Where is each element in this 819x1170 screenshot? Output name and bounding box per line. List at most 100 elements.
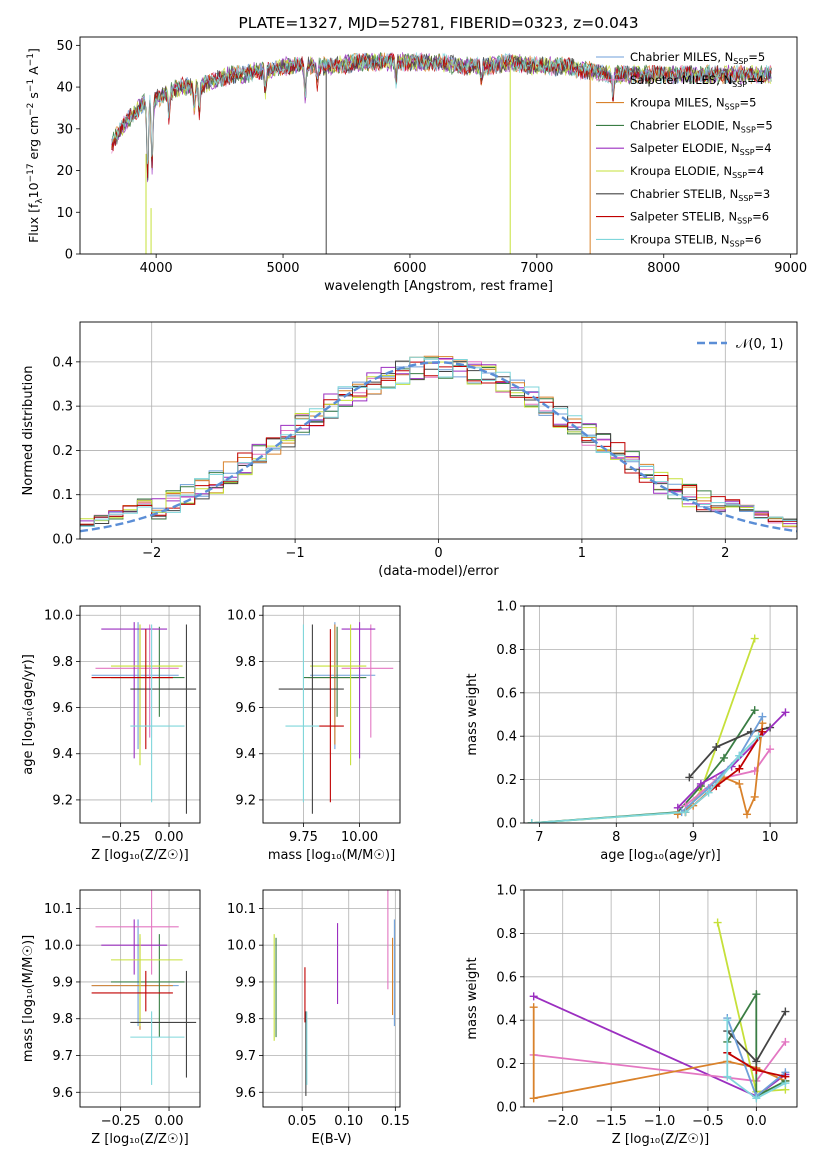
legend-name: Chabrier ELODIE, N	[630, 118, 741, 132]
weight-marker-chabrier_stelib	[712, 743, 721, 752]
y-tick-label: 0.4	[52, 355, 73, 370]
y-axis-label: Flux [fλ10−17 erg cm−2 s−1 A−1]	[26, 48, 45, 243]
weight-marker-kroupa_stelib	[752, 1094, 761, 1103]
legend-name: Salpeter STELIB, N	[630, 210, 737, 224]
x-tick-label: 9	[689, 830, 697, 845]
y-tick-label: 10.0	[227, 609, 256, 624]
mass-weight-vs-age-panel: 7 8 9 10 0.0 0.2 0.4 0.6 0.8 1.0 age [log₁₀(age/yr…	[465, 600, 798, 863]
axes-frame	[79, 321, 798, 540]
x-tick-label: 6000	[393, 261, 426, 276]
grid	[524, 889, 797, 1108]
y-tick-label: 50	[56, 39, 73, 54]
x-tick-label: 0.00	[155, 1114, 184, 1129]
y-axis-label: age [log₁₀(age/yr)]	[21, 654, 36, 775]
spectrum-panel: 4000 5000 6000 7000 8000 9000 0 10 20 30 40 50 wavel…	[26, 14, 807, 294]
y-tick-label: 9.7	[52, 1049, 73, 1064]
y-tick-label: 0.4	[496, 730, 517, 745]
grid	[263, 890, 400, 1107]
x-tick-label: 7	[535, 830, 543, 845]
weight-marker-kroupa_stelib	[527, 819, 536, 823]
x-tick-label: 1	[578, 546, 586, 561]
plot-area	[273, 890, 395, 1096]
x-tick-label: 4000	[140, 261, 173, 276]
y-tick-label: 0.6	[496, 970, 517, 985]
legend-entry: Chabrier ELODIE, NSSP=5	[630, 118, 773, 134]
axes-frame	[79, 889, 201, 1108]
chart-title: PLATE=1327, MJD=52781, FIBERID=0323, z=0…	[238, 14, 638, 32]
legend-entry: Salpeter MILES, NSSP=4	[630, 73, 764, 89]
x-axis-label: mass [log₁₀(M/M☉)]	[268, 848, 395, 863]
y-tick-label: 9.4	[235, 747, 256, 762]
weight-marker-salpeter_elodie	[529, 992, 538, 1001]
y-tick-label: 9.8	[52, 1012, 73, 1027]
y-tick-label: 0.6	[496, 686, 517, 701]
x-tick-label: 0.00	[155, 830, 184, 845]
legend-entry: 𝒩(0, 1)	[736, 337, 783, 352]
x-tick-label: 0.05	[288, 1114, 317, 1129]
legend-entry: Salpeter STELIB, NSSP=6	[630, 210, 769, 226]
y-tick-label: 10.1	[44, 902, 73, 917]
weight-line-kroupa_elodie	[531, 638, 756, 823]
y-tick-label: 9.8	[52, 655, 73, 670]
y-tick-label: 9.6	[235, 701, 256, 716]
y-tick-label: 0.1	[52, 488, 73, 503]
legend-sub: SSP	[733, 57, 748, 66]
y-label-part: −1	[26, 53, 36, 66]
y-tick-label: 0	[65, 248, 73, 263]
weight-line-salpeter_miles	[684, 748, 771, 807]
y-tick-label: 10.0	[44, 609, 73, 624]
y-tick-label: 0.2	[52, 444, 73, 459]
weight-line-chabrier_stelib	[688, 726, 771, 778]
weight-marker-kroupa_miles	[743, 810, 752, 819]
weight-line-chabrier_elodie	[531, 709, 756, 823]
legend-suffix: =5	[748, 50, 765, 64]
x-tick-label: −1	[286, 546, 305, 561]
weight-marker-kroupa_stelib	[704, 788, 713, 797]
y-label-part: ]	[26, 48, 41, 53]
y-tick-label: 9.6	[235, 1086, 256, 1101]
weight-marker-kroupa_miles	[529, 1003, 538, 1012]
weight-marker-chabrier_elodie	[719, 753, 728, 762]
y-tick-label: 10.0	[44, 939, 73, 954]
y-tick-label: 9.6	[52, 1086, 73, 1101]
weight-line-chabrier_miles	[681, 716, 764, 813]
residuals-panel: −2 −1 0 1 2 0.0 0.1 0.2 0.3 0.4 (data-model)/error…	[21, 321, 798, 579]
weight-marker-kroupa_stelib	[723, 1016, 732, 1025]
legend-entry: Chabrier STELIB, NSSP=3	[630, 187, 770, 203]
weight-line-kroupa_stelib	[726, 1020, 786, 1100]
x-axis-label: Z [log₁₀(Z/Z☉)]	[612, 1132, 709, 1147]
x-tick-label: 2	[721, 546, 729, 561]
x-tick-label: −1.5	[595, 1114, 627, 1129]
legend-suffix: =6	[752, 210, 769, 224]
y-tick-label: 0.2	[496, 773, 517, 788]
x-tick-label: −0.25	[101, 1114, 141, 1129]
x-tick-label: −0.5	[692, 1114, 724, 1129]
y-tick-label: 9.2	[235, 793, 256, 808]
x-tick-label: −1.0	[644, 1114, 676, 1129]
weight-marker-salpeter_miles	[781, 1037, 790, 1046]
y-tick-label: 1.0	[496, 600, 517, 615]
weight-marker-salpeter_stelib	[758, 727, 767, 736]
mass-vs-metallicity-panel: −0.25 0.00 9.6 9.7 9.8 9.9 10.0 10.1 Z [log₁₀(Z/…	[21, 889, 201, 1147]
weight-marker-chabrier_elodie	[750, 706, 759, 715]
y-tick-label: 10.0	[227, 939, 256, 954]
x-axis-label: Z [log₁₀(Z/Z☉)]	[91, 1132, 188, 1147]
plot-area	[91, 622, 197, 814]
y-tick-label: 9.4	[52, 747, 73, 762]
legend-suffix: =4	[747, 73, 764, 87]
legend-name: Salpeter MILES, N	[630, 73, 732, 87]
x-axis-label: wavelength [Angstrom, rest frame]	[324, 279, 553, 294]
weight-marker-salpeter_elodie	[781, 708, 790, 717]
plot-area	[529, 918, 790, 1103]
age-vs-metallicity-panel: −0.25 0.00 9.2 9.4 9.6 9.8 10.0 Z [log₁₀(Z/Z☉)]…	[21, 605, 201, 863]
weight-marker-kroupa_stelib	[723, 1072, 732, 1081]
y-tick-label: 9.7	[235, 1049, 256, 1064]
spectrum-line-kroupa_stelib	[111, 52, 772, 165]
y-tick-label: 0.8	[496, 643, 517, 658]
y-label-part: −1	[26, 79, 36, 92]
y-label-part: A	[26, 66, 41, 79]
y-tick-label: 1.0	[496, 884, 517, 899]
axes-frame	[523, 889, 798, 1108]
histogram-kroupa_stelib	[80, 356, 797, 539]
axes-frame	[262, 889, 401, 1108]
